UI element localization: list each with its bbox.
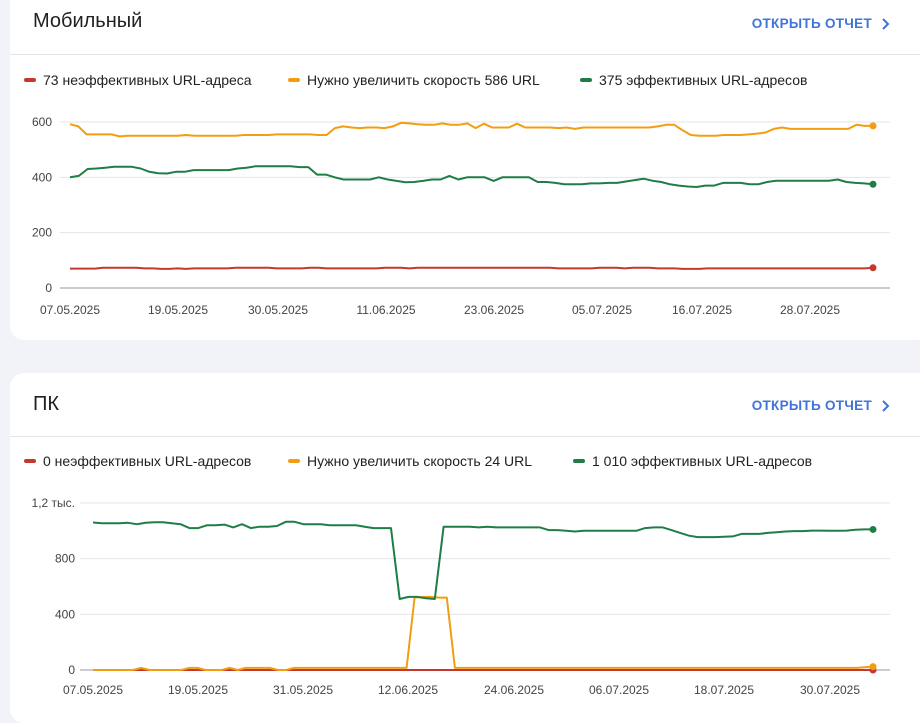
series-needs-improvement-line[interactable]: [69, 121, 873, 138]
x-tick-label: 05.07.2025: [572, 303, 632, 317]
legend-swatch: [288, 78, 300, 82]
x-tick-label: 18.07.2025: [694, 683, 754, 697]
legend-swatch: [24, 459, 36, 463]
chevron-right-icon: [882, 399, 890, 412]
y-tick-label: 0: [45, 281, 52, 295]
open-report-button[interactable]: ОТКРЫТЬ ОТЧЕТ: [752, 398, 892, 413]
legend-item-needs-improvement[interactable]: Нужно увеличить скорость 24 URL: [288, 453, 532, 469]
y-tick-label: 800: [55, 552, 75, 566]
legend-label: 375 эффективных URL-адресов: [599, 72, 808, 88]
legend-label: 0 неэффективных URL-адресов: [43, 453, 252, 469]
legend-swatch: [24, 78, 36, 82]
x-tick-label: 07.05.2025: [63, 683, 123, 697]
y-tick-label: 0: [68, 663, 75, 677]
series-needs-improvement-line[interactable]: [93, 595, 874, 671]
legend-item-good[interactable]: 375 эффективных URL-адресов: [580, 72, 807, 88]
legend-swatch: [573, 459, 585, 463]
x-tick-label: 31.05.2025: [273, 683, 333, 697]
open-report-label: ОТКРЫТЬ ОТЧЕТ: [751, 16, 872, 31]
series-end-marker[interactable]: [869, 122, 877, 130]
x-tick-label: 19.05.2025: [148, 303, 208, 317]
chart-legend: 0 неэффективных URL-адресов Нужно увелич…: [10, 373, 920, 723]
x-tick-label: 06.07.2025: [589, 683, 649, 697]
open-report-button[interactable]: ОТКРЫТЬ ОТЧЕТ: [752, 16, 892, 31]
x-tick-label: 07.05.2025: [40, 303, 100, 317]
x-tick-label: 30.07.2025: [800, 683, 860, 697]
x-tick-label: 28.07.2025: [780, 303, 840, 317]
series-good-line[interactable]: [92, 520, 873, 600]
y-tick-label: 200: [32, 226, 52, 240]
legend-item-poor[interactable]: 73 неэффективных URL-адреса: [24, 72, 252, 88]
legend-label: Нужно увеличить скорость 24 URL: [307, 453, 533, 469]
legend-item-needs-improvement[interactable]: Нужно увеличить скорость 586 URL: [288, 72, 540, 88]
card-title: Мобильный: [33, 10, 143, 32]
legend-swatch: [288, 459, 300, 463]
x-tick-label: 16.07.2025: [672, 303, 732, 317]
x-tick-label: 30.05.2025: [248, 303, 308, 317]
x-tick-label: 19.05.2025: [168, 683, 228, 697]
open-report-label: ОТКРЫТЬ ОТЧЕТ: [751, 398, 872, 413]
pc-line-chart: 1,2 тыс. 800 400 0 07.05.2025 19.05.2025 31.05…: [32, 496, 890, 697]
series-end-marker[interactable]: [869, 180, 877, 188]
legend-item-good[interactable]: 1 010 эффективных URL-адресов: [573, 453, 812, 469]
card-header: ПК ОТКРЫТЬ ОТЧЕТ: [10, 373, 920, 437]
chevron-right-icon: [882, 17, 890, 30]
legend-label: 1 010 эффективных URL-адресов: [592, 453, 813, 469]
series-end-marker[interactable]: [869, 264, 877, 272]
card-header: Мобильный ОТКРЫТЬ ОТЧЕТ: [10, 0, 920, 55]
series-end-marker[interactable]: [869, 525, 877, 533]
y-tick-label: 1,2 тыс.: [32, 496, 75, 510]
y-tick-label: 400: [55, 607, 75, 621]
x-tick-label: 24.06.2025: [484, 683, 544, 697]
pc-report-card: ПК ОТКРЫТЬ ОТЧЕТ 0 неэффективных URL-адр…: [10, 373, 920, 723]
x-tick-label: 12.06.2025: [378, 683, 438, 697]
y-tick-label: 400: [32, 170, 52, 184]
legend-label: Нужно увеличить скорость 586 URL: [307, 72, 540, 88]
x-tick-label: 23.06.2025: [464, 303, 524, 317]
card-title: ПК: [33, 393, 60, 415]
series-poor-line[interactable]: [70, 266, 874, 270]
mobile-report-card: Мобильный ОТКРЫТЬ ОТЧЕТ 73 неэффективных…: [10, 0, 920, 340]
legend-label: 73 неэффективных URL-адреса: [43, 72, 252, 88]
legend-swatch: [580, 78, 592, 82]
legend-item-poor[interactable]: 0 неэффективных URL-адресов: [24, 453, 251, 469]
series-end-marker[interactable]: [869, 663, 877, 671]
x-tick-label: 11.06.2025: [356, 303, 415, 317]
y-tick-label: 600: [32, 115, 52, 129]
series-good-line[interactable]: [69, 165, 874, 188]
mobile-line-chart: 600 400 200 0 07.05.2025 19.05.2025 30.05.2025…: [32, 115, 890, 317]
chart-legend: 73 неэффективных URL-адреса Нужно увелич…: [10, 0, 920, 340]
